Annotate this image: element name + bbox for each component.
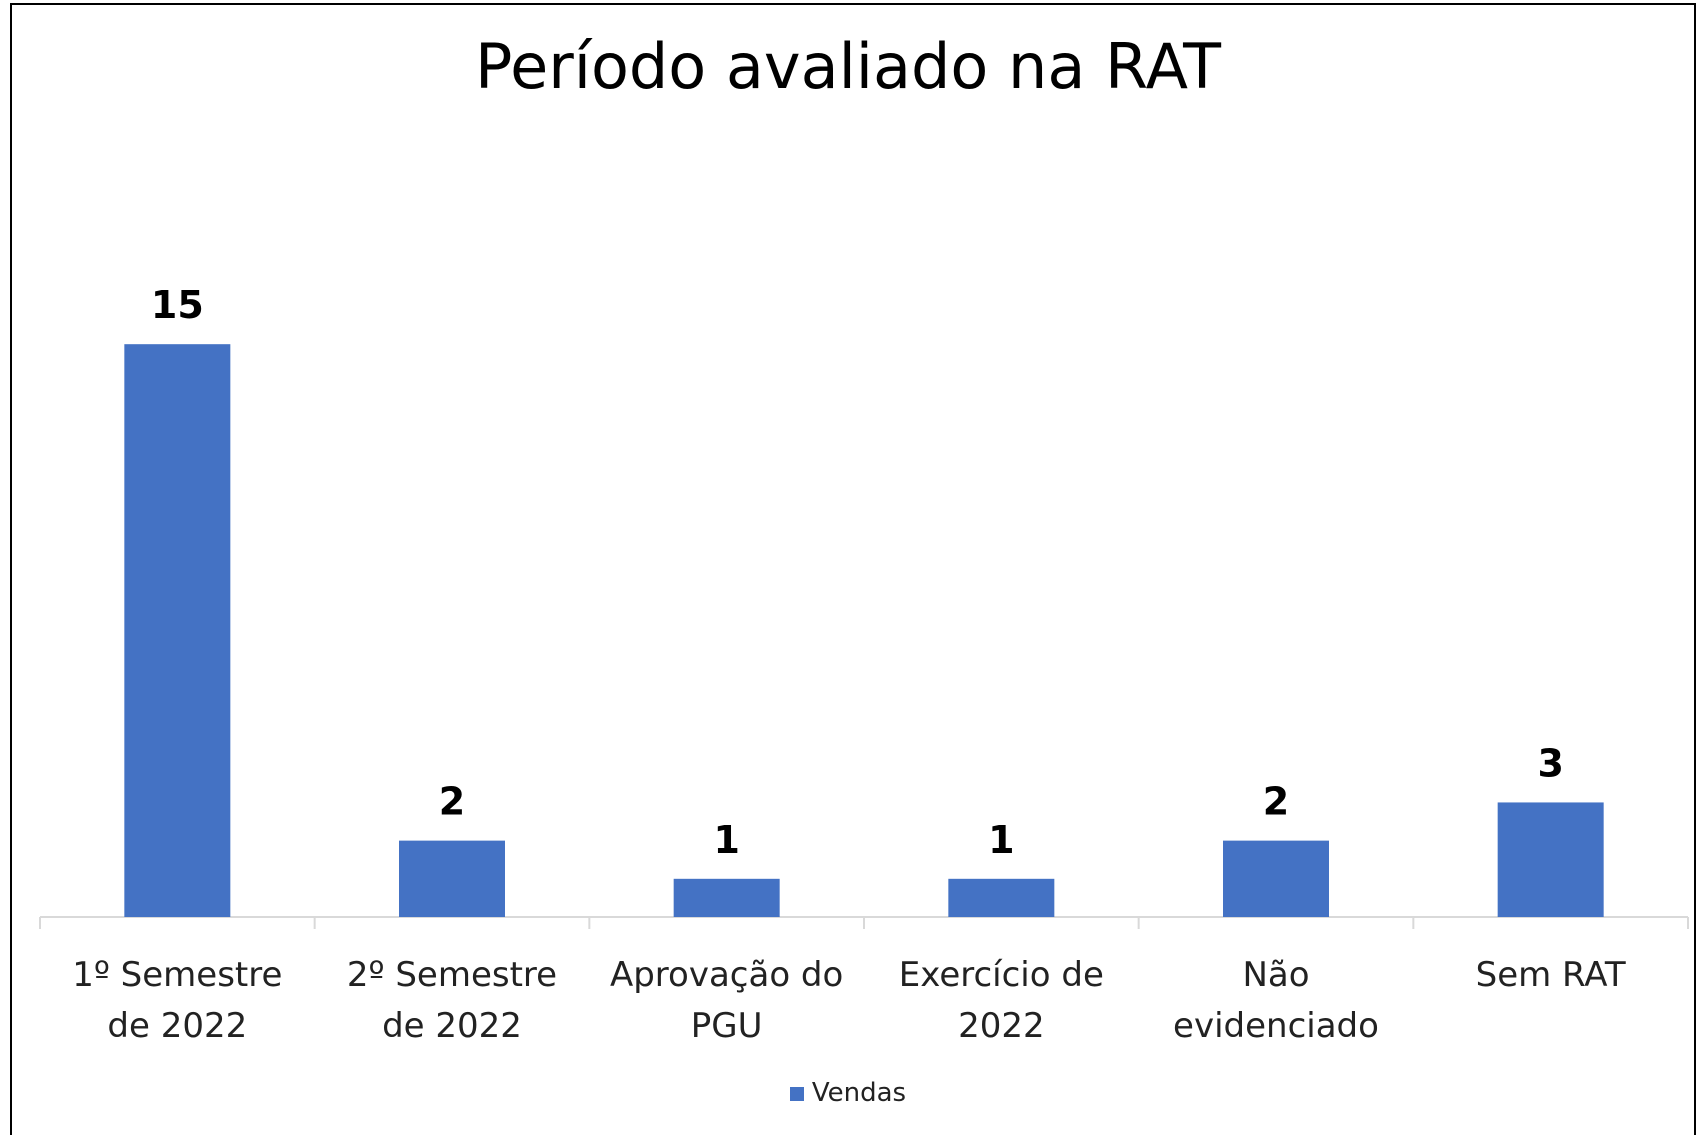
bar [1223, 840, 1329, 917]
data-label: 1 [713, 818, 739, 862]
data-label: 15 [151, 283, 204, 327]
legend-label: Vendas [811, 1078, 907, 1108]
data-label: 3 [1537, 741, 1563, 785]
data-label: 2 [439, 780, 465, 824]
x-tick-label: 1º Semestre de 2022 [72, 955, 283, 1046]
bar [1497, 802, 1604, 917]
bar [399, 840, 505, 917]
data-label: 1 [988, 818, 1014, 862]
bar [124, 344, 231, 917]
x-tick-label: 2º Semestre de 2022 [346, 955, 558, 1046]
bar [948, 878, 1055, 917]
data-label: 2 [1263, 780, 1289, 824]
legend-swatch [789, 1086, 804, 1101]
legend: Vendas [0, 1078, 1696, 1108]
chart-title: Período avaliado na RAT [474, 30, 1222, 103]
x-tick-label: Exercício de 2022 [898, 955, 1104, 1046]
bar [673, 878, 780, 917]
x-tick-label: Aprovação do PGU [609, 955, 844, 1046]
frame [10, 3, 1696, 1135]
x-tick-label: Não evidenciado [1173, 955, 1379, 1046]
x-tick-label: Sem RAT [1475, 955, 1626, 995]
